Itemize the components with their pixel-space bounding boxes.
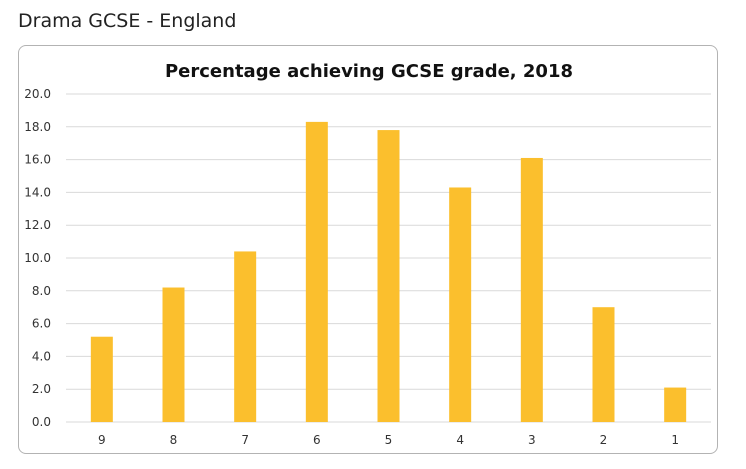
x-tick-label: 3 [528,433,536,447]
page-heading: Drama GCSE - England [18,10,237,32]
y-tick-label: 20.0 [24,87,51,101]
bar-grade-9 [90,336,113,422]
x-tick-label: 6 [313,433,321,447]
y-tick-label: 6.0 [32,317,51,331]
bar-grade-3 [520,157,543,422]
y-tick-label: 14.0 [24,185,51,199]
y-tick-label: 16.0 [24,153,51,167]
chart-panel: Percentage achieving GCSE grade, 2018 0.… [18,45,718,454]
bar-grade-8 [162,287,185,422]
bar-grade-1 [664,387,687,422]
y-tick-label: 18.0 [24,120,51,134]
x-tick-label: 7 [241,433,249,447]
x-axis-tick-labels: 9 8 7 6 5 4 3 2 1 [98,433,679,447]
y-axis-tick-labels: 0.0 2.0 4.0 6.0 8.0 10.0 12.0 14.0 16.0 18.0 20.0 [24,87,51,429]
chart-title: Percentage achieving GCSE grade, 2018 [165,61,573,82]
y-tick-label: 10.0 [24,251,51,265]
x-tick-label: 4 [456,433,464,447]
bars [90,121,687,422]
bar-chart: Percentage achieving GCSE grade, 2018 0.… [24,61,711,447]
x-tick-label: 5 [385,433,393,447]
bar-grade-7 [234,251,257,422]
x-tick-label: 9 [98,433,106,447]
y-tick-label: 8.0 [32,284,51,298]
y-tick-label: 2.0 [32,382,51,396]
y-tick-label: 12.0 [24,218,51,232]
bar-grade-4 [449,187,472,422]
bar-grade-2 [592,307,615,422]
bar-grade-5 [377,130,400,422]
x-tick-label: 2 [600,433,608,447]
y-tick-label: 4.0 [32,349,51,363]
x-tick-label: 8 [170,433,178,447]
bar-grade-6 [305,121,328,422]
x-tick-label: 1 [671,433,679,447]
y-tick-label: 0.0 [32,415,51,429]
